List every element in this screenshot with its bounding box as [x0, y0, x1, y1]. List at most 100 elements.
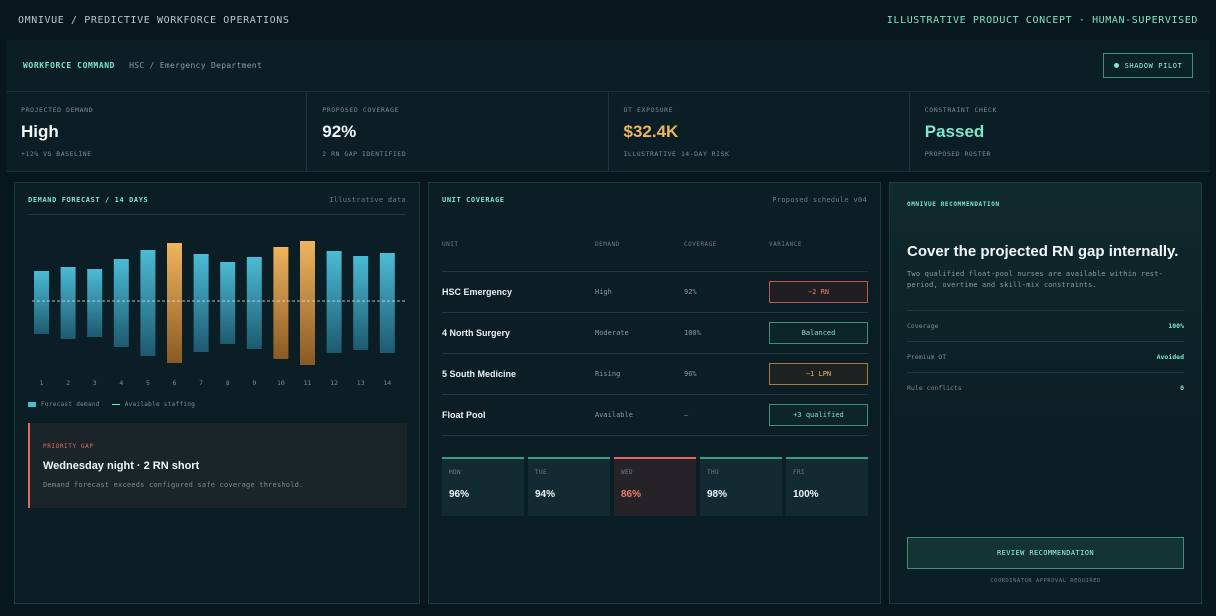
kpi-value: Passed [924, 122, 985, 141]
panel-note: Illustrative data [329, 196, 406, 204]
kpi-sub: 2 RN GAP IDENTIFIED [322, 150, 407, 158]
metric-row: Rule conflicts 0 [907, 372, 1184, 403]
table-row[interactable]: 4 North Surgery Moderate 100% Balanced [442, 313, 868, 354]
x-tick-label: 2 [66, 379, 70, 387]
metric-value: 100% [1168, 322, 1184, 330]
metric-value: 0 [1180, 384, 1184, 392]
kpi-sub: ILLUSTRATIVE 14-DAY RISK [623, 150, 730, 158]
unit-name: 4 North Surgery [442, 328, 511, 338]
app-title: OMNIVUE / PREDICTIVE WORKFORCE OPERATION… [18, 14, 290, 26]
panel-title: DEMAND FORECAST / 14 DAYS [28, 196, 149, 204]
priority-gap-card[interactable]: PRIORITY GAP Wednesday night · 2 RN shor… [28, 423, 407, 508]
chart-bar-12[interactable] [326, 251, 342, 353]
shadow-pilot-label: SHADOW PILOT [1124, 61, 1183, 70]
variance-badge: −2 RN [769, 281, 868, 303]
legend-staffing-label: Available staffing [124, 401, 196, 408]
unit-name: Float Pool [442, 410, 486, 420]
x-tick-label: 4 [119, 379, 123, 387]
top-bar: OMNIVUE / PREDICTIVE WORKFORCE OPERATION… [0, 0, 1216, 40]
chart-bar-11[interactable] [300, 241, 315, 365]
day-card-thu[interactable]: THU 98% [700, 457, 782, 516]
x-tick-label: 5 [146, 379, 150, 387]
chart-bar-9[interactable] [246, 257, 262, 349]
weekday-coverage-strip: MON 96% TUE 94% WED 86% THU 98% FRI 100% [442, 457, 868, 516]
variance-badge: Balanced [769, 322, 868, 344]
day-value: 98% [707, 489, 728, 500]
kpi-projected-demand: PROJECTED DEMAND High +12% VS BASELINE [6, 92, 308, 171]
chart-bar-3[interactable] [87, 269, 103, 337]
table-row[interactable]: HSC Emergency High 92% −2 RN [442, 272, 868, 313]
x-tick-label: 1 [40, 379, 44, 387]
day-card-fri[interactable]: FRI 100% [786, 457, 868, 516]
day-value: 94% [535, 489, 556, 500]
recommendation-metrics: Coverage 100% Premium OT Avoided Rule co… [907, 310, 1184, 403]
kpi-label: OT EXPOSURE [623, 106, 674, 114]
variance-badge: −1 LPN [769, 363, 868, 385]
panel-title: UNIT COVERAGE [442, 196, 505, 204]
kpi-constraint-check: CONSTRAINT CHECK Passed PROPOSED ROSTER [910, 92, 1210, 171]
unit-coverage: — [684, 411, 689, 419]
kpi-value: $32.4K [623, 122, 679, 141]
panel-header: DEMAND FORECAST / 14 DAYS Illustrative d… [28, 196, 406, 215]
metric-row: Premium OT Avoided [907, 341, 1184, 372]
day-value: 100% [793, 489, 819, 500]
col-demand: DEMAND [595, 241, 620, 248]
day-card-tue[interactable]: TUE 94% [528, 457, 610, 516]
chart-bar-5[interactable] [140, 250, 156, 356]
day-name: TUE [535, 469, 548, 476]
x-tick-label: 8 [226, 379, 230, 387]
table-row[interactable]: 5 South Medicine Rising 96% −1 LPN [442, 354, 868, 395]
kpi-label: CONSTRAINT CHECK [924, 106, 997, 114]
metric-key: Premium OT [907, 353, 947, 361]
chart-bar-2[interactable] [60, 267, 76, 339]
chart-bar-6[interactable] [167, 243, 182, 363]
x-tick-label: 14 [383, 379, 391, 387]
unit-name: HSC Emergency [442, 287, 513, 297]
shadow-pilot-button[interactable]: SHADOW PILOT [1103, 53, 1193, 78]
day-name: THU [707, 469, 720, 476]
metric-value: Avoided [1156, 353, 1184, 361]
breadcrumb[interactable]: HSC / Emergency Department [129, 61, 263, 70]
kpi-label: PROPOSED COVERAGE [322, 106, 399, 114]
table-row[interactable]: Float Pool Available — +3 qualified [442, 395, 868, 436]
unit-coverage: 92% [684, 288, 697, 296]
x-tick-label: 3 [93, 379, 97, 387]
metric-key: Rule conflicts [907, 384, 962, 392]
recommendation-tag: OMNIVUE RECOMMENDATION [907, 201, 1000, 208]
chart-bar-8[interactable] [220, 262, 236, 344]
kpi-sub: PROPOSED ROSTER [924, 150, 991, 158]
day-value: 86% [621, 489, 642, 500]
metric-key: Coverage [907, 322, 939, 330]
col-variance: VARIANCE [769, 241, 802, 248]
recommendation-headline: Cover the projected RN gap internally. [907, 243, 1179, 260]
legend-demand-swatch [28, 402, 36, 407]
chart-bar-13[interactable] [353, 256, 369, 350]
chart-bar-10[interactable] [273, 247, 289, 359]
unit-demand: Rising [595, 370, 621, 378]
demand-forecast-chart: 1 2 3 4 5 6 7 8 9 10 11 12 13 14 [32, 241, 406, 387]
x-tick-label: 6 [173, 379, 177, 387]
review-recommendation-button[interactable]: REVIEW RECOMMENDATION [907, 537, 1184, 569]
day-card-mon[interactable]: MON 96% [442, 457, 524, 516]
day-card-wed[interactable]: WED 86% [614, 457, 696, 516]
chart-bar-4[interactable] [113, 259, 129, 347]
priority-gap-title: Wednesday night · 2 RN short [43, 460, 200, 472]
status-dot-icon [1113, 63, 1119, 68]
concept-label: ILLUSTRATIVE PRODUCT CONCEPT · HUMAN-SUP… [886, 14, 1198, 26]
approval-note: COORDINATOR APPROVAL REQUIRED [990, 578, 1101, 584]
kpi-label: PROJECTED DEMAND [21, 106, 94, 114]
unit-demand: Moderate [595, 329, 629, 337]
kpi-value: 92% [322, 122, 357, 141]
chart-bar-1[interactable] [34, 271, 49, 334]
unit-coverage: 100% [684, 329, 701, 337]
table-header: UNIT DEMAND COVERAGE VARIANCE [442, 241, 868, 272]
kpi-sub: +12% VS BASELINE [21, 150, 92, 158]
chart-bar-14[interactable] [379, 253, 395, 353]
x-tick-label: 10 [277, 379, 285, 387]
chart-bar-7[interactable] [193, 254, 209, 352]
panel-header: UNIT COVERAGE Proposed schedule v04 [442, 196, 867, 204]
variance-badge: +3 qualified [769, 404, 868, 426]
day-name: FRI [793, 469, 806, 476]
chart-legend: Forecast demand Available staffing [28, 401, 195, 408]
day-name: WED [621, 469, 634, 476]
